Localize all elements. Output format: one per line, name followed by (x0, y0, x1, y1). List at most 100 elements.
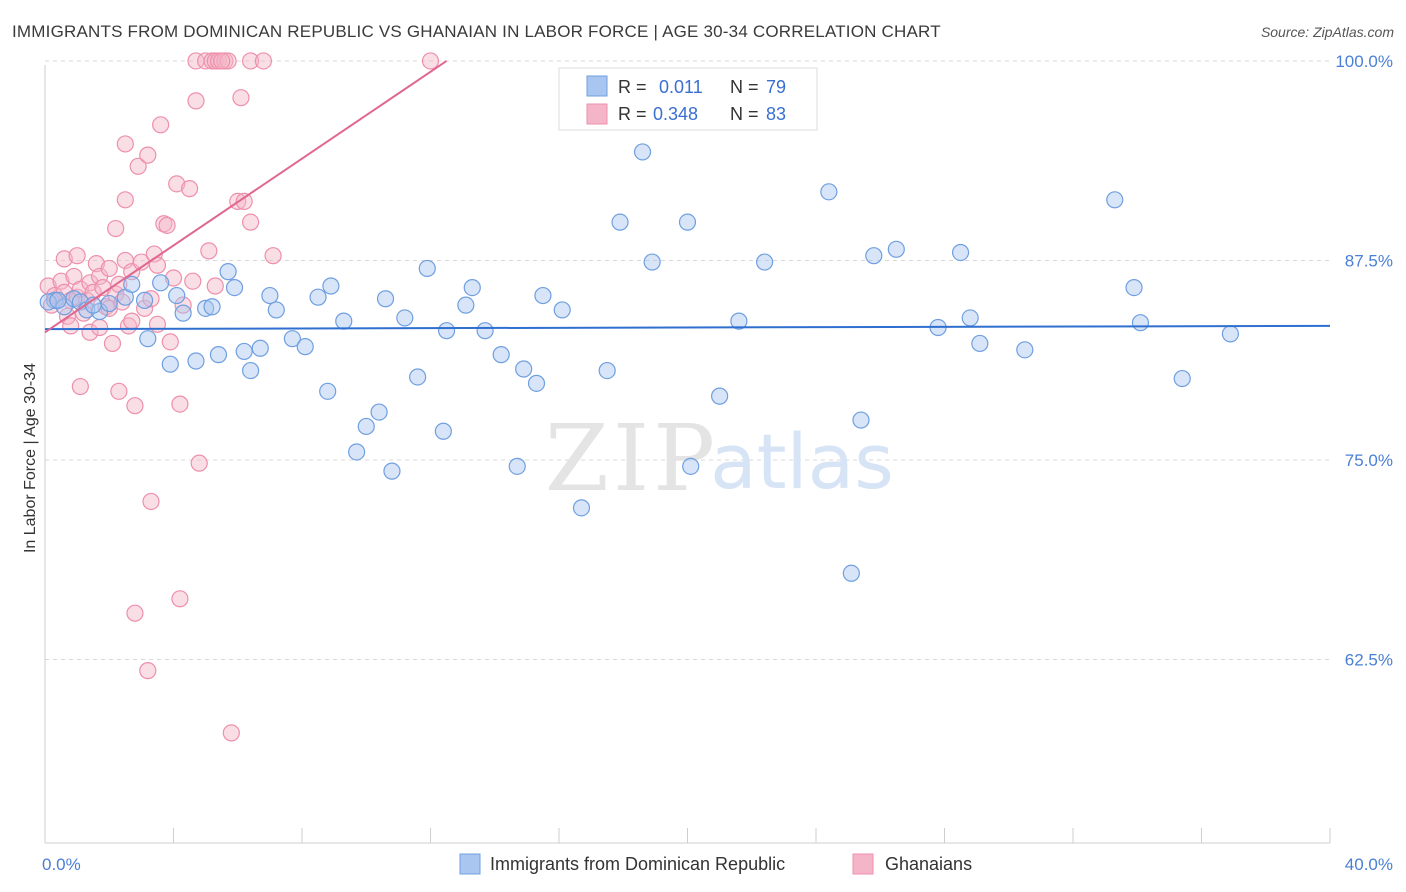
ghanaian-point (52, 272, 70, 290)
ghanaian-point (190, 454, 208, 472)
ghanaian-point (142, 492, 160, 511)
correlation-legend: R = 0.011 N = 79 R = 0.348 N = 83 (558, 67, 818, 131)
dominican-point (508, 457, 526, 475)
bottom-legend-swatch-blue (459, 853, 481, 875)
dominican-point (457, 296, 475, 314)
x-tick-label-max: 40.0% (1345, 855, 1393, 874)
ghanaian-point (187, 92, 205, 110)
ghanaian-point (235, 192, 253, 211)
ghanaian-point (222, 724, 240, 742)
chart-title: IMMIGRANTS FROM DOMINICAN REPUBLIC VS GH… (12, 22, 941, 41)
y-tick-label: 62.5% (1345, 650, 1393, 669)
ghanaian-point (87, 255, 106, 273)
axes (44, 65, 1331, 844)
legend-r-label-blue: R = (618, 77, 647, 97)
dominican-point (1016, 341, 1034, 359)
dominican-point (434, 422, 452, 440)
dominican-point (852, 411, 870, 429)
watermark-atlas: atlas (710, 417, 894, 506)
ghanaian-point (62, 317, 80, 335)
dominican-point (376, 290, 395, 308)
ghanaian-point (107, 219, 125, 238)
ghanaian-point (200, 242, 218, 260)
dominican-point (1125, 278, 1143, 297)
ghanaian-point (110, 382, 128, 400)
dominican-point (515, 360, 533, 378)
ghanaian-point (139, 662, 157, 680)
ghanaian-point (180, 180, 199, 198)
dominican-point (174, 304, 192, 322)
dominican-point (235, 342, 253, 361)
dominican-point (463, 278, 481, 297)
dominican-point (383, 462, 401, 480)
ghanaian-point (119, 317, 138, 335)
dominican-point (261, 286, 279, 305)
dominican-point (197, 299, 215, 317)
dominican-point (242, 361, 260, 380)
ghanaian-point (116, 191, 134, 209)
dominican-point (572, 499, 591, 517)
ghanaian-point (158, 216, 176, 234)
ghanaian-point (116, 135, 134, 153)
ghanaian-point (100, 259, 118, 278)
dominican-point (322, 277, 340, 295)
ghanaian-point (142, 290, 160, 308)
dominican-point (842, 564, 860, 582)
dominican-point (309, 288, 327, 306)
dominican-point (1221, 325, 1240, 343)
dominican-point (534, 286, 552, 305)
ghanaian-point (206, 277, 224, 295)
dominican-point (951, 243, 970, 262)
ghanaian-point (242, 213, 260, 231)
ghanaian-trend-line (44, 60, 448, 334)
y-tick-label: 87.5% (1345, 251, 1393, 270)
legend-r-value-pink: 0.348 (653, 104, 698, 124)
ghanaian-points (39, 52, 440, 742)
dominican-point (319, 382, 337, 400)
ghanaian-point (213, 52, 231, 70)
dominican-point (123, 275, 141, 293)
dominican-point (711, 387, 729, 405)
dominican-point (527, 374, 546, 392)
ghanaian-point (171, 590, 189, 608)
bottom-legend-swatch-pink (852, 853, 874, 875)
legend-n-value-pink: 83 (766, 104, 786, 124)
ghanaian-point (148, 315, 167, 333)
y-tick-label: 75.0% (1345, 451, 1393, 470)
ghanaian-point (55, 250, 73, 268)
dominican-point (152, 274, 170, 292)
dominican-point (225, 278, 244, 297)
ghanaian-point (139, 146, 157, 164)
legend-n-label-blue: N = (730, 77, 759, 97)
ghanaian-point (113, 293, 131, 311)
dominican-point (139, 330, 157, 348)
dominican-point (1106, 191, 1124, 209)
dominican-point (678, 213, 697, 231)
dominican-point (267, 301, 285, 319)
dominican-point (357, 417, 375, 436)
dominican-point (168, 286, 186, 305)
ghanaian-point (103, 334, 122, 353)
ghanaian-point (126, 604, 144, 622)
dominican-point (682, 457, 700, 475)
dominican-point (730, 312, 748, 330)
dominican-point (971, 334, 989, 353)
ghanaian-point (219, 52, 237, 70)
y-axis-title: In Labor Force | Age 30-34 (22, 363, 39, 553)
ghanaian-point (81, 274, 99, 292)
ghanaian-point (152, 116, 170, 134)
dominican-point (1131, 314, 1150, 332)
dominican-point (961, 309, 979, 327)
x-tick-labels: 0.0% 40.0% (42, 855, 1393, 874)
ghanaian-point (254, 52, 273, 70)
dominican-point (633, 143, 652, 161)
series-legend: Immigrants from Dominican Republic Ghana… (459, 853, 972, 875)
dominican-point (209, 346, 228, 364)
dominican-trend-line (44, 324, 1331, 331)
dominican-point (865, 247, 883, 265)
ghanaian-point (91, 318, 109, 337)
ghanaian-point (184, 272, 202, 290)
dominican-point (161, 355, 179, 373)
ghanaian-point (232, 89, 250, 107)
